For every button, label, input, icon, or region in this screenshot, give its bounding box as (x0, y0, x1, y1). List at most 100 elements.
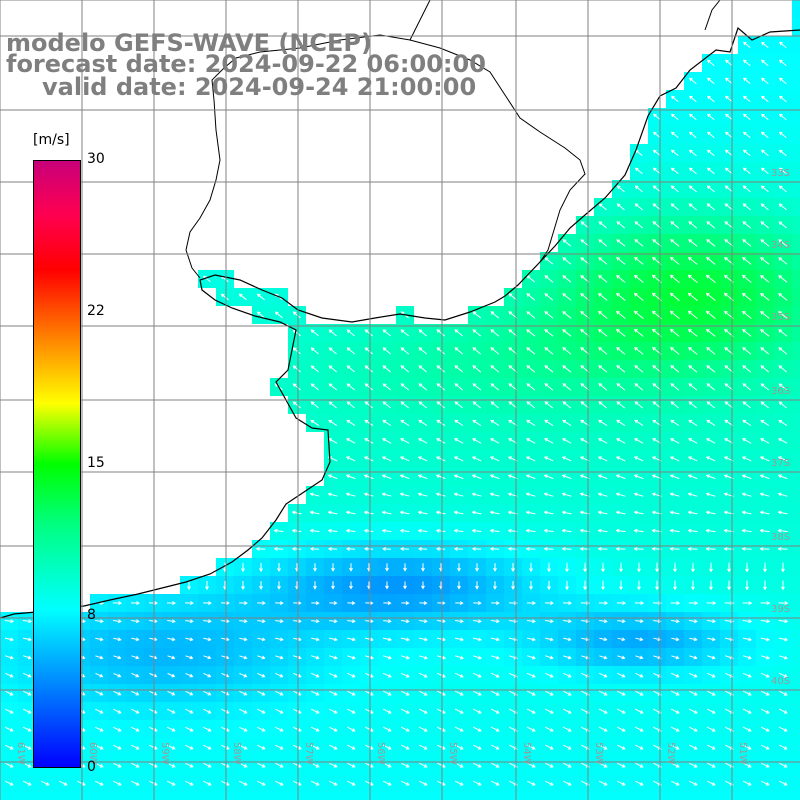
speed-cell (414, 792, 432, 800)
wind-arrow (583, 562, 587, 573)
wind-arrow (346, 546, 356, 551)
wind-arrow (633, 310, 644, 319)
speed-cell (288, 792, 306, 800)
wind-arrow (400, 726, 410, 732)
speed-cell (702, 792, 720, 800)
wind-arrow (310, 383, 319, 391)
speed-cell (792, 216, 800, 234)
wind-arrow (526, 655, 536, 660)
wind-arrow (472, 744, 482, 750)
wind-arrow (364, 762, 374, 768)
wind-arrow (706, 762, 716, 768)
wind-arrow (778, 708, 788, 714)
wind-arrow (363, 456, 374, 462)
wind-arrow (598, 762, 608, 768)
wind-arrow (185, 655, 194, 660)
wind-arrow (706, 780, 716, 786)
wind-arrow (76, 780, 86, 786)
wind-arrow (778, 762, 788, 768)
wind-arrow (669, 546, 680, 551)
inland-border-north (409, 0, 721, 41)
wind-arrow (527, 619, 536, 624)
wind-arrow (760, 401, 770, 409)
wind-arrow (400, 329, 410, 337)
wind-arrow (525, 492, 536, 497)
wind-arrow (598, 203, 607, 211)
wind-arrow (490, 329, 500, 337)
title-forecast-date: forecast date: 2024-09-22 06:00:00 (6, 50, 486, 78)
wind-arrow (292, 383, 301, 391)
wind-arrow (778, 347, 788, 355)
lat-label: 37S (771, 458, 790, 469)
wind-arrow (778, 744, 788, 750)
speed-cell (792, 684, 800, 702)
wind-arrow (345, 474, 356, 480)
wind-arrow (616, 274, 626, 283)
wind-arrow (760, 113, 769, 121)
wind-arrow (166, 744, 176, 750)
wind-arrow (705, 492, 716, 497)
wind-arrow (331, 563, 335, 572)
speed-cell (486, 792, 504, 800)
speed-cell (144, 792, 162, 800)
wind-arrow (616, 762, 626, 768)
speed-cell (792, 378, 800, 396)
wind-arrow (781, 562, 785, 573)
wind-arrow (634, 221, 644, 229)
wind-arrow (257, 619, 266, 624)
speed-cell (792, 306, 800, 324)
wind-arrow (634, 401, 644, 409)
wind-arrow (436, 744, 446, 750)
wind-arrow (418, 655, 428, 660)
wind-arrow (742, 690, 752, 696)
wind-arrow (616, 256, 626, 265)
speed-cell (90, 792, 108, 800)
speed-cell (792, 738, 800, 756)
wind-arrow (346, 438, 356, 444)
wind-arrow (742, 637, 752, 642)
wind-arrow (238, 726, 248, 732)
wind-arrow (346, 726, 356, 732)
wind-arrow (418, 762, 428, 768)
wind-arrow (544, 401, 554, 409)
wind-arrow (259, 562, 263, 573)
wind-arrow (742, 744, 752, 750)
wind-arrow (670, 113, 679, 121)
colorbar-unit: [m/s] (33, 132, 70, 148)
wind-arrow (598, 726, 608, 732)
wind-arrow (167, 708, 176, 714)
wind-arrow (454, 438, 464, 444)
wind-arrow (382, 419, 392, 427)
wind-arrow (525, 546, 536, 551)
wind-arrow (363, 528, 374, 533)
wind-arrow (203, 637, 212, 642)
wind-arrow (471, 528, 482, 533)
wind-arrow (742, 95, 751, 103)
wind-arrow (687, 292, 698, 301)
wind-arrow (241, 562, 245, 573)
wind-arrow (454, 690, 464, 696)
wind-arrow (581, 655, 590, 660)
wind-arrow (293, 637, 302, 642)
wind-arrow (257, 672, 266, 678)
wind-arrow (742, 726, 752, 732)
wind-arrow (706, 203, 716, 211)
wind-arrow (706, 95, 715, 103)
wind-arrow (742, 672, 752, 678)
wind-arrow (562, 401, 572, 409)
wind-arrow (778, 149, 787, 157)
wind-arrow (778, 401, 787, 409)
inland-border (185, 34, 586, 279)
wind-arrow (275, 637, 284, 642)
wind-arrow (5, 690, 14, 696)
wind-arrow (670, 401, 680, 409)
wind-arrow (112, 762, 122, 768)
wind-arrow (364, 329, 374, 337)
wind-arrow (616, 239, 626, 247)
wind-arrow (544, 329, 554, 337)
wind-arrow (670, 690, 680, 696)
wind-arrow (257, 637, 266, 642)
wind-arrow (203, 672, 212, 678)
wind-arrow (364, 365, 374, 373)
wind-arrow (760, 167, 769, 175)
